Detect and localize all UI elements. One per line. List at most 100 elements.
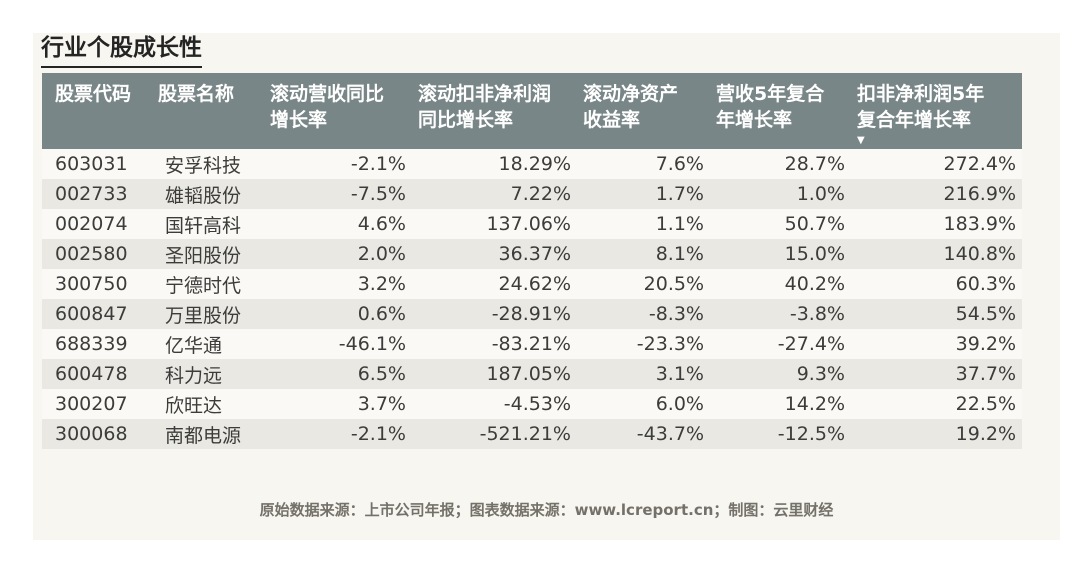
cell-np-cagr5: 39.2% [851,329,1022,359]
cell-stock-name: 亿华通 [152,329,264,359]
col-header-label: 滚动扣非净利润 [418,83,552,105]
cell-rev-yoy: -2.1% [264,149,412,179]
cell-np-cagr5: 19.2% [851,419,1022,449]
col-header-label: 股票名称 [158,83,235,105]
cell-rev-cagr5: 14.2% [710,389,851,419]
cell-np-yoy: -83.21% [412,329,577,359]
cell-roe: 7.6% [577,149,710,179]
cell-rev-yoy: -7.5% [264,179,412,209]
cell-stock-name: 宁德时代 [152,269,264,299]
table-row: 603031 安孚科技 -2.1% 18.29% 7.6% 28.7% 272.… [42,149,1022,179]
cell-rev-cagr5: -27.4% [710,329,851,359]
cell-np-yoy: 187.05% [412,359,577,389]
sort-descending-icon: ▼ [857,135,865,147]
cell-np-cagr5: 60.3% [851,269,1022,299]
cell-roe: 6.0% [577,389,710,419]
cell-rev-yoy: 3.2% [264,269,412,299]
col-header-rolling-revenue-yoy[interactable]: 滚动营收同比 增长率 [264,73,412,149]
cell-rev-yoy: 3.7% [264,389,412,419]
cell-rev-cagr5: 28.7% [710,149,851,179]
cell-roe: 20.5% [577,269,710,299]
cell-stock-name: 安孚科技 [152,149,264,179]
table-row: 002733 雄韬股份 -7.5% 7.22% 1.7% 1.0% 216.9% [42,179,1022,209]
cell-stock-name: 南都电源 [152,419,264,449]
cell-np-yoy: 36.37% [412,239,577,269]
table-row: 300207 欣旺达 3.7% -4.53% 6.0% 14.2% 22.5% [42,389,1022,419]
cell-stock-code: 300207 [42,389,152,419]
cell-roe: -8.3% [577,299,710,329]
header-row: 股票代码 股票名称 滚动营收同比 增长率 滚动扣非净利润 同比增长率 滚动净资产… [42,73,1022,149]
cell-rev-cagr5: 50.7% [710,209,851,239]
cell-stock-name: 欣旺达 [152,389,264,419]
page-title: 行业个股成长性 [41,34,202,68]
cell-stock-code: 300750 [42,269,152,299]
cell-rev-yoy: 2.0% [264,239,412,269]
col-header-label: 营收5年复合 [716,83,825,105]
cell-np-cagr5: 216.9% [851,179,1022,209]
cell-stock-code: 688339 [42,329,152,359]
cell-rev-cagr5: 9.3% [710,359,851,389]
cell-stock-name: 国轩高科 [152,209,264,239]
cell-rev-cagr5: 40.2% [710,269,851,299]
cell-np-yoy: -4.53% [412,389,577,419]
cell-rev-yoy: 6.5% [264,359,412,389]
cell-roe: -43.7% [577,419,710,449]
col-header-rolling-roe[interactable]: 滚动净资产 收益率 [577,73,710,149]
col-header-label: 同比增长率 [418,108,514,131]
cell-np-yoy: -521.21% [412,419,577,449]
cell-np-cagr5: 140.8% [851,239,1022,269]
table-header: 股票代码 股票名称 滚动营收同比 增长率 滚动扣非净利润 同比增长率 滚动净资产… [42,73,1022,149]
cell-np-yoy: 7.22% [412,179,577,209]
col-header-netprofit-5y-cagr[interactable]: 扣非净利润5年 复合年增长率 ▼ [851,73,1022,149]
cell-roe: 1.7% [577,179,710,209]
col-header-label: 复合年增长率 [857,108,972,131]
table-row: 600847 万里股份 0.6% -28.91% -8.3% -3.8% 54.… [42,299,1022,329]
cell-np-cagr5: 22.5% [851,389,1022,419]
cell-np-yoy: 18.29% [412,149,577,179]
cell-np-yoy: 137.06% [412,209,577,239]
table-row: 688339 亿华通 -46.1% -83.21% -23.3% -27.4% … [42,329,1022,359]
table-row: 600478 科力远 6.5% 187.05% 3.1% 9.3% 37.7% [42,359,1022,389]
table-row: 002074 国轩高科 4.6% 137.06% 1.1% 50.7% 183.… [42,209,1022,239]
col-header-label: 年增长率 [716,108,793,131]
col-header-label: 增长率 [270,108,328,131]
report-panel: 行业个股成长性 股票代码 股票名称 滚动营收同比 增长率 滚动扣非净利润 [33,33,1060,540]
col-header-label: 收益率 [583,108,641,131]
cell-np-cagr5: 37.7% [851,359,1022,389]
col-header-revenue-5y-cagr[interactable]: 营收5年复合 年增长率 [710,73,851,149]
cell-stock-name: 科力远 [152,359,264,389]
cell-stock-code: 603031 [42,149,152,179]
cell-np-yoy: 24.62% [412,269,577,299]
cell-np-cagr5: 183.9% [851,209,1022,239]
cell-stock-name: 圣阳股份 [152,239,264,269]
col-header-stock-code[interactable]: 股票代码 [42,73,152,149]
cell-np-cagr5: 272.4% [851,149,1022,179]
cell-stock-code: 600847 [42,299,152,329]
cell-stock-code: 002074 [42,209,152,239]
cell-stock-name: 雄韬股份 [152,179,264,209]
table-row: 300750 宁德时代 3.2% 24.62% 20.5% 40.2% 60.3… [42,269,1022,299]
col-header-rolling-netprofit-yoy[interactable]: 滚动扣非净利润 同比增长率 [412,73,577,149]
cell-stock-code: 300068 [42,419,152,449]
col-header-label: 扣非净利润5年 [857,83,985,105]
cell-rev-cagr5: 15.0% [710,239,851,269]
cell-np-yoy: -28.91% [412,299,577,329]
cell-roe: 8.1% [577,239,710,269]
table-row: 300068 南都电源 -2.1% -521.21% -43.7% -12.5%… [42,419,1022,449]
cell-stock-code: 002733 [42,179,152,209]
cell-rev-cagr5: -3.8% [710,299,851,329]
col-header-label: 滚动营收同比 [270,83,385,105]
cell-roe: 3.1% [577,359,710,389]
cell-rev-yoy: -46.1% [264,329,412,359]
cell-stock-code: 600478 [42,359,152,389]
cell-stock-code: 002580 [42,239,152,269]
col-header-label: 滚动净资产 [583,83,679,105]
table-row: 002580 圣阳股份 2.0% 36.37% 8.1% 15.0% 140.8… [42,239,1022,269]
cell-rev-yoy: -2.1% [264,419,412,449]
data-source-note: 原始数据来源：上市公司年报；图表数据来源：www.lcreport.cn；制图：… [259,501,834,519]
table-body: 603031 安孚科技 -2.1% 18.29% 7.6% 28.7% 272.… [42,149,1022,449]
cell-roe: 1.1% [577,209,710,239]
cell-rev-yoy: 4.6% [264,209,412,239]
cell-np-cagr5: 54.5% [851,299,1022,329]
col-header-stock-name[interactable]: 股票名称 [152,73,264,149]
